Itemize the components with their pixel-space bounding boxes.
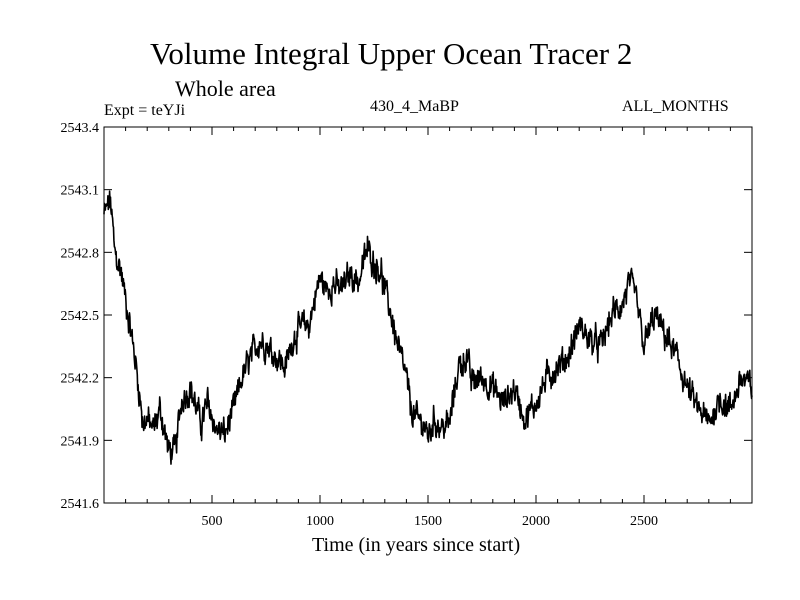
experiment-label: Expt = teYJi [104,102,186,119]
months-label: ALL_MONTHS [622,98,729,115]
y-tick-label: 2542.8 [61,246,100,261]
y-axis: 2541.6 2541.9 2542.2 2542.5 2542.8 2543.1 2543… [61,121,752,512]
series-line [103,190,753,465]
chart-title: Volume Integral Upper Ocean Tracer 2 [150,36,633,71]
y-tick-label: 2543.1 [61,184,100,199]
x-tick-label: 2000 [522,514,550,529]
y-tick-label: 2543.4 [61,121,100,136]
chart-subtitle: Whole area [175,76,276,101]
series-group [103,190,753,465]
y-tick-label: 2542.5 [61,309,100,324]
y-tick-label: 2541.6 [61,497,100,512]
y-tick-label: 2542.2 [61,372,100,387]
x-axis: 500 1000 1500 2000 2500 [125,127,731,529]
x-tick-label: 500 [202,514,223,529]
y-tick-label: 2541.9 [61,434,100,449]
x-tick-label: 1000 [306,514,334,529]
x-axis-label: Time (in years since start) [312,534,521,556]
period-label: 430_4_MaBP [370,98,459,115]
x-tick-label: 1500 [414,514,442,529]
x-tick-label: 2500 [630,514,658,529]
